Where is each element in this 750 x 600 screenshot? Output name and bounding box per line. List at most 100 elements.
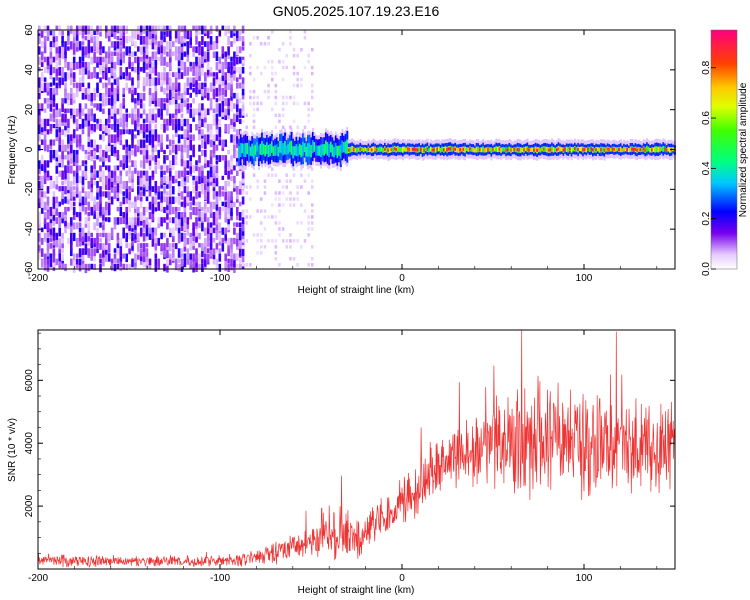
spectrogram-cell xyxy=(38,103,41,110)
spectrogram-cell xyxy=(81,227,85,237)
spectrogram-cell xyxy=(38,36,41,45)
spectrogram-cell xyxy=(233,72,236,81)
spectrogram-cell xyxy=(87,108,91,115)
spectrogram-cell xyxy=(352,147,356,151)
spectrogram-cell xyxy=(556,148,559,152)
spectrogram-cell xyxy=(230,98,233,104)
spectrogram-cell xyxy=(70,155,73,165)
spectrogram-cell xyxy=(90,108,93,117)
spectrogram-cell xyxy=(189,258,192,266)
spectrogram-cell xyxy=(238,248,242,257)
snr-x-tick-label: 0 xyxy=(399,573,405,584)
spectrogram-cell xyxy=(75,124,79,132)
spectrogram-y-tick-label: 60 xyxy=(24,24,35,36)
spectrogram-cell xyxy=(224,206,227,213)
spectrogram-cell xyxy=(43,82,47,92)
spectrogram-cell xyxy=(52,232,56,241)
spectrogram-cell xyxy=(218,67,222,73)
spectrogram-cell xyxy=(296,71,299,76)
spectrogram-cell xyxy=(649,147,652,153)
spectrogram-cell xyxy=(40,139,44,145)
spectrogram-cell xyxy=(49,124,53,132)
spectrogram-cell xyxy=(198,72,201,81)
spectrogram-cell xyxy=(139,30,143,36)
spectrogram-cell xyxy=(189,77,192,83)
snr-y-tick-label: 6000 xyxy=(24,369,35,392)
spectrogram-cell xyxy=(166,237,169,248)
spectrogram-cell xyxy=(105,30,108,39)
spectrogram-cell xyxy=(278,179,281,183)
spectrogram-cell xyxy=(96,56,99,63)
spectrogram-cell xyxy=(281,95,285,100)
spectrogram-cell xyxy=(67,25,70,31)
spectrogram-cell xyxy=(183,30,187,39)
snr-x-tick-label: -200 xyxy=(28,573,48,584)
spectrogram-cell xyxy=(131,51,134,58)
spectrogram-cell xyxy=(186,118,190,126)
spectrogram-cell xyxy=(477,146,480,153)
spectrogram-cell xyxy=(142,243,146,253)
spectrogram-cell xyxy=(70,92,73,99)
spectrogram-cell xyxy=(84,155,88,160)
spectrogram-cell xyxy=(189,191,192,197)
spectrogram-cell xyxy=(102,46,105,54)
spectrogram-cell xyxy=(238,98,242,104)
spectrogram-cell xyxy=(78,212,82,219)
spectrogram-cell xyxy=(307,221,310,225)
spectrogram-cell xyxy=(236,36,239,42)
spectrogram-cell xyxy=(134,232,137,240)
spectrogram-cell xyxy=(49,72,53,80)
spectrogram-cell xyxy=(189,82,192,90)
spectrogram-cell xyxy=(236,46,239,56)
spectrogram-cell xyxy=(470,147,473,152)
spectrogram-cell xyxy=(285,145,288,155)
spectrogram-cell xyxy=(263,185,267,189)
spectrogram-cell xyxy=(160,30,163,40)
spectrogram-cell xyxy=(151,139,155,148)
spectrogram-cell xyxy=(230,87,233,97)
spectrogram-cell xyxy=(154,113,158,123)
spectrogram-cell xyxy=(311,89,314,94)
spectrogram-cell xyxy=(300,83,303,88)
spectrogram-cell xyxy=(655,146,658,153)
spectrogram-cell xyxy=(75,170,79,179)
spectrogram-cell xyxy=(61,30,64,36)
spectrogram-cell xyxy=(90,248,93,256)
spectrogram-cell xyxy=(369,148,372,153)
spectrogram-cell xyxy=(110,196,114,205)
spectrogram-cell xyxy=(148,129,152,138)
spectrogram-cell xyxy=(501,146,504,152)
spectrogram-cell xyxy=(61,160,64,168)
spectrogram-cell xyxy=(498,147,501,151)
spectrogram-cell xyxy=(204,248,207,254)
spectrogram-cell xyxy=(215,118,219,125)
spectrogram-cell xyxy=(40,248,44,257)
spectrogram-cell xyxy=(163,56,166,66)
spectrogram-cell xyxy=(201,186,204,195)
spectrogram-cell xyxy=(230,248,233,254)
spectrogram-cell xyxy=(204,217,207,222)
spectrogram-cell xyxy=(116,124,120,130)
spectrogram-cell xyxy=(46,103,50,109)
spectrogram-cell xyxy=(72,160,76,166)
spectrogram-cell xyxy=(87,149,91,155)
spectrogram-cell xyxy=(180,212,184,218)
spectrogram-cell xyxy=(315,145,318,156)
spectrogram-cell xyxy=(166,222,169,230)
spectrogram-cell xyxy=(227,243,230,249)
spectrogram-cell xyxy=(90,98,93,106)
spectrogram-cell xyxy=(410,146,413,152)
spectrogram-cell xyxy=(215,129,219,134)
spectrogram-cell xyxy=(209,243,213,250)
spectrogram-cell xyxy=(215,248,219,253)
spectrogram-cell xyxy=(238,118,242,125)
spectrogram-cell xyxy=(75,61,79,70)
spectrogram-cell xyxy=(84,160,88,165)
spectrogram-cell xyxy=(230,175,233,181)
spectrogram-cell xyxy=(78,165,82,171)
spectrogram-cell xyxy=(201,170,204,178)
spectrogram-cell xyxy=(366,148,368,153)
spectrogram-cell xyxy=(241,103,245,111)
spectrogram-cell xyxy=(241,108,245,116)
spectrogram-cell xyxy=(84,232,88,242)
